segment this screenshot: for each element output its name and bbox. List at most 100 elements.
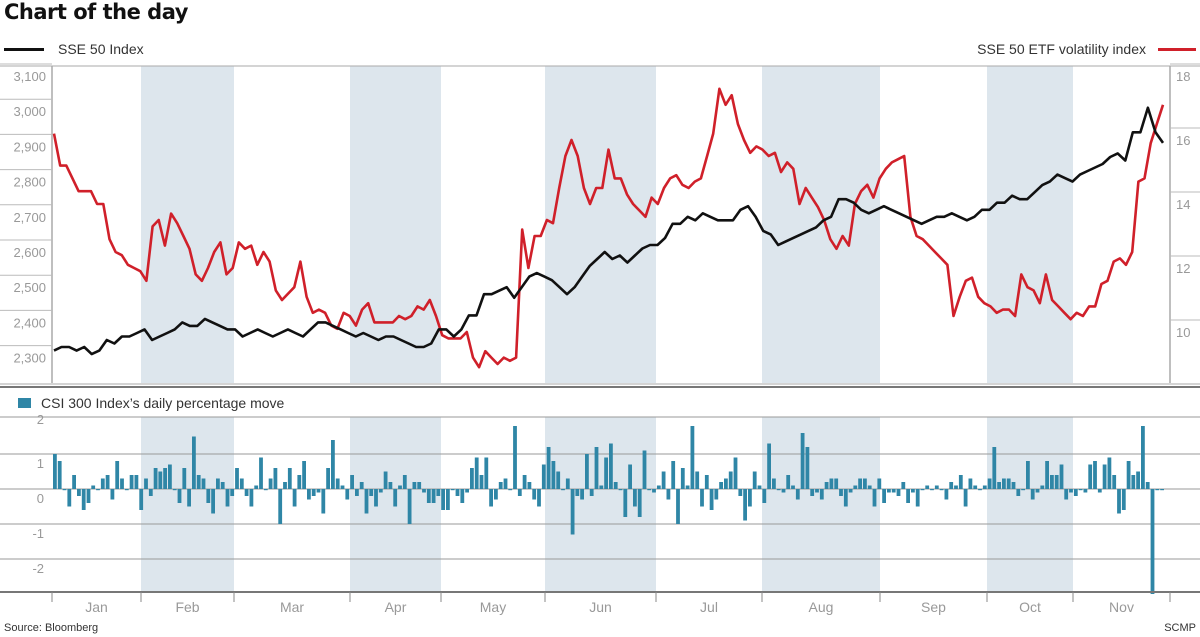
daily-move-bar: [978, 489, 982, 491]
right-axis-tick: 14: [1176, 197, 1190, 212]
daily-move-bar: [139, 489, 144, 510]
daily-move-bar: [249, 489, 254, 507]
daily-move-bar: [470, 468, 474, 489]
credit-note: SCMP: [1164, 622, 1196, 634]
left-axis-tick: 2,700: [13, 210, 46, 225]
left-axis-tick: 2,600: [13, 245, 46, 260]
daily-move-bar: [891, 489, 896, 493]
daily-move-bar: [393, 489, 398, 507]
daily-move-bar: [609, 443, 613, 489]
daily-move-bar: [541, 464, 546, 489]
legend-csi300-label: CSI 300 Index’s daily percentage move: [41, 395, 285, 411]
daily-move-bar: [1006, 478, 1011, 489]
daily-move-bar: [508, 489, 513, 491]
daily-move-bar: [757, 485, 762, 489]
daily-move-bar: [800, 433, 805, 489]
daily-move-bar: [292, 489, 297, 507]
daily-move-bar: [297, 475, 302, 489]
daily-move-bar: [594, 447, 599, 489]
daily-move-bar: [374, 489, 378, 507]
daily-move-bar: [407, 489, 412, 524]
daily-move-bar: [1136, 471, 1140, 489]
daily-move-bar: [201, 478, 206, 489]
daily-move-bar: [1117, 489, 1121, 514]
month-label: Apr: [385, 599, 407, 615]
daily-move-bar: [930, 489, 934, 491]
daily-move-bar: [120, 478, 124, 489]
daily-move-bar: [623, 489, 628, 517]
daily-move-bar: [992, 447, 997, 489]
black-line-swatch-icon: [4, 47, 44, 51]
daily-move-bar: [748, 489, 752, 507]
daily-move-bar: [1107, 457, 1112, 489]
daily-move-bar: [733, 457, 738, 489]
daily-move-bar: [690, 426, 695, 489]
daily-move-bar: [211, 489, 215, 514]
daily-move-bar: [561, 489, 565, 491]
daily-move-bar: [359, 482, 364, 489]
daily-move-bar: [484, 457, 489, 489]
daily-move-bar: [934, 485, 939, 489]
daily-move-bar: [230, 489, 235, 496]
daily-move-bar: [877, 478, 882, 489]
daily-move-bar: [522, 475, 527, 489]
left-axis-tick: 2,300: [13, 351, 46, 366]
month-band: [987, 66, 1073, 383]
daily-move-bar: [599, 485, 604, 489]
daily-move-bar: [86, 489, 91, 503]
daily-move-bar: [819, 489, 824, 500]
daily-move-bar: [450, 489, 455, 491]
daily-move-bar: [973, 485, 978, 489]
daily-move-bar: [383, 471, 388, 489]
daily-move-bar: [546, 447, 551, 489]
bar-axis-tick: -2: [32, 561, 44, 576]
daily-move-bar: [537, 489, 541, 507]
daily-move-bar: [1150, 489, 1155, 594]
daily-move-bar: [196, 475, 201, 489]
daily-move-bar: [829, 478, 834, 489]
daily-move-bar: [882, 489, 886, 503]
daily-move-bar: [618, 489, 623, 491]
daily-move-bar: [585, 454, 589, 489]
daily-move-bar: [1102, 464, 1107, 489]
left-axis-tick: 2,800: [13, 175, 46, 190]
left-axis-tick: 2,400: [13, 315, 46, 330]
daily-move-bar: [273, 468, 278, 489]
daily-move-bar: [1059, 464, 1064, 489]
daily-move-bar: [302, 461, 306, 489]
daily-move-bar: [580, 489, 584, 500]
daily-move-bar: [676, 489, 680, 524]
daily-move-bar: [244, 489, 249, 496]
daily-move-bar: [441, 489, 445, 510]
daily-move-bar: [474, 457, 479, 489]
daily-move-bar: [96, 489, 100, 491]
daily-move-bar: [216, 478, 220, 489]
daily-move-bar: [225, 489, 230, 507]
daily-move-bar: [743, 489, 747, 521]
daily-move-bar: [287, 468, 292, 489]
daily-move-bar: [1112, 475, 1117, 489]
month-band: [545, 66, 656, 383]
daily-move-bar: [479, 475, 484, 489]
daily-move-bar: [100, 478, 105, 489]
daily-move-bar: [805, 447, 810, 489]
daily-move-bar: [513, 426, 517, 489]
daily-move-bar: [67, 489, 72, 507]
legend-volatility-label: SSE 50 ETF volatility index: [977, 41, 1146, 57]
bar-axis-tick: 2: [37, 412, 44, 427]
daily-move-bar: [1030, 489, 1035, 500]
month-label: Jul: [700, 599, 718, 615]
daily-move-bar: [781, 489, 786, 493]
daily-move-bar: [786, 475, 791, 489]
daily-move-bar: [527, 482, 532, 489]
daily-move-bar: [115, 461, 120, 489]
daily-move-bar: [460, 489, 465, 503]
daily-move-bar: [858, 478, 862, 489]
bar-axis-tick: 1: [37, 456, 44, 471]
month-label: Aug: [809, 599, 834, 615]
daily-move-bar: [1121, 489, 1126, 510]
month-band: [762, 417, 880, 592]
daily-move-bar: [254, 485, 259, 489]
left-axis-tick: 2,500: [13, 280, 46, 295]
daily-move-bar: [810, 489, 815, 496]
